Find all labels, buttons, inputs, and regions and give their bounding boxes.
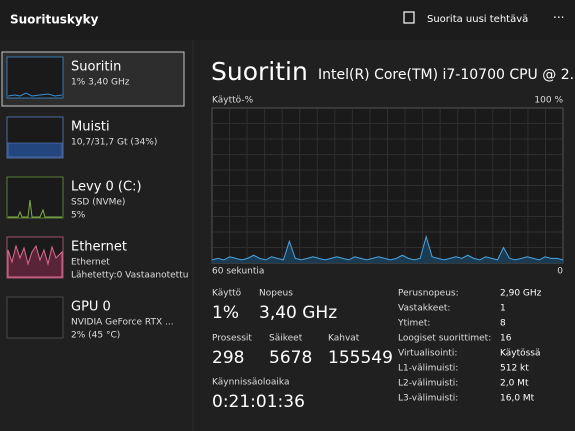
stat-value: 5678 [269,348,312,368]
detail-value: 8 [500,319,506,329]
detail-value: 512 kt [500,364,529,374]
stat-label: Nopeus [259,289,293,299]
stat-label: Prosessit [212,334,252,344]
item-detail: 1% 3,40 GHz [71,78,130,88]
cpu-line [211,234,564,261]
detail-label: Loogiset suorittimet: [398,334,491,344]
graph-label: Käyttö-% [212,96,254,106]
detail-label: L2-välimuisti: [398,379,458,389]
detail-label: L3-välimuisti: [398,394,458,404]
detail-label: Vastakkeet: [398,304,450,314]
page-title: Suorituskyky [10,13,99,27]
graph-min: 0 [557,267,563,277]
cpu-area [212,236,563,263]
cpu-thumb [6,56,64,99]
detail-value: 2,0 Mt [500,379,529,389]
more-button[interactable]: ··· [553,11,564,25]
gpu-thumb [6,296,64,339]
mem-thumb-fill [7,142,63,158]
stat-value: 0:21:01:36 [212,392,305,412]
top-bar [0,0,575,40]
item-detail: SSD (NVMe) [71,198,125,208]
cpu-thumb-line [7,92,63,97]
detail-label: Virtualisointi: [398,349,457,359]
run-task-label: Suorita uusi tehtävä [427,14,528,25]
detail-value: 16 [500,334,512,344]
item-detail: Lähetetty:0 Vastaanotettu:0 [71,271,197,281]
main-title: Suoritin [211,57,308,86]
disk-thumb [6,176,64,219]
item-name: Muisti [71,120,110,135]
stat-label: Kahvat [328,334,360,344]
stat-value: 1% [212,303,239,323]
stat-label: Käynnissäoloaika [212,378,289,388]
item-detail: 10,7/31,7 Gt (34%) [71,138,157,148]
stat-label: Käyttö [212,289,242,299]
item-name: Suoritin [71,60,121,75]
graph-grid [213,109,562,262]
detail-label: Perusnopeus: [398,289,459,299]
net-thumb-line [7,244,63,278]
cpu-name: Intel(R) Core(TM) i7-10700 CPU @ 2... [318,67,575,83]
sidebar: Suoritin 1% 3,40 GHz Muisti 10,7/31,7 Gt (3… [1,51,197,341]
item-detail: 5% [71,211,86,221]
detail-value: 2,90 GHz [500,289,542,299]
stat-value: 298 [212,348,244,368]
graph [211,107,564,264]
stat-value: 155549 [328,348,393,368]
stat-value: 3,40 GHz [259,303,337,323]
detail-label: Ytimet: [397,319,430,329]
item-detail: 2% (45 °C) [71,331,120,341]
disk-thumb-line [8,199,62,218]
detail-value: 16,0 Mt [500,394,535,404]
graph-time: 60 sekuntia [212,267,264,277]
run-task-icon [403,11,415,24]
item-name: GPU 0 [71,300,111,315]
item-detail: Ethernet [71,258,110,268]
detail-value: Käytössä [500,349,541,359]
run-task-button[interactable]: Suorita uusi tehtävä [403,11,528,25]
detail-label: L1-välimuisti: [398,364,458,374]
item-name: Levy 0 (C:) [71,180,142,195]
item-detail: NVIDIA GeForce RTX ... [71,318,174,328]
item-name: Ethernet [71,240,127,255]
detail-value: 1 [500,304,506,314]
stat-label: Säikeet [269,334,303,344]
graph-max: 100 % [534,96,563,106]
